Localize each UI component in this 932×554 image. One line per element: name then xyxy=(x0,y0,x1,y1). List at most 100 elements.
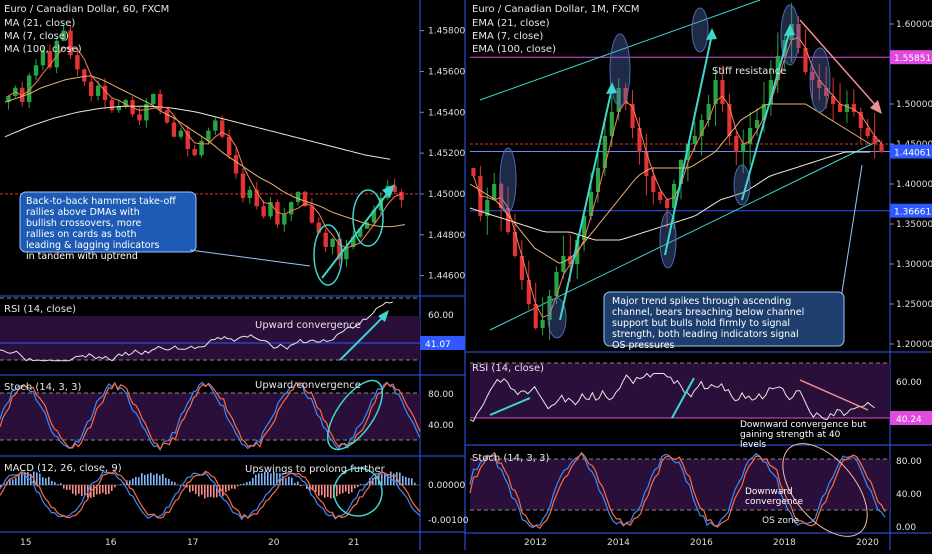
macd-histogram-bar xyxy=(234,485,236,489)
candle-body xyxy=(879,144,883,152)
macd-histogram-bar xyxy=(93,485,95,497)
candle-body xyxy=(866,128,870,136)
candle-body xyxy=(220,120,224,136)
macd-histogram-bar xyxy=(324,485,326,498)
macd-histogram-bar xyxy=(345,485,347,491)
macd-histogram-bar xyxy=(288,477,290,485)
price-tick-label: 1.50000 xyxy=(896,100,932,110)
x-tick-label: 2018 xyxy=(773,538,796,548)
macd-histogram-bar xyxy=(39,474,41,485)
macd-histogram-bar xyxy=(240,484,242,485)
macd-histogram-bar xyxy=(42,477,44,485)
macd-histogram-bar xyxy=(168,479,170,485)
rsi-value-text: 40.24 xyxy=(896,415,922,425)
candle-body xyxy=(651,176,655,192)
chart-title: Euro / Canadian Dollar, 1M, FXCM xyxy=(472,4,640,15)
macd-note: Upswings to prolong further xyxy=(245,464,386,475)
rsi-value-text: 41.07 xyxy=(425,340,451,350)
candle-body xyxy=(172,122,176,136)
price-tick-label: 1.30000 xyxy=(896,260,932,270)
candle-body xyxy=(75,55,79,69)
macd-histogram-bar xyxy=(336,485,338,496)
candle-body xyxy=(199,141,203,155)
macd-histogram-bar xyxy=(99,485,101,494)
candle-body xyxy=(561,256,565,272)
candle-body xyxy=(665,200,669,208)
macd-histogram-bar xyxy=(294,483,296,485)
macd-histogram-bar xyxy=(354,485,356,488)
candle-body xyxy=(707,104,711,120)
ma-legend: MA (100, close) xyxy=(4,44,82,55)
macd-histogram-bar xyxy=(351,485,353,492)
candle-body xyxy=(110,100,114,110)
macd-histogram-bar xyxy=(330,485,332,498)
price-tick-label: 1.60000 xyxy=(896,20,932,30)
macd-histogram-bar xyxy=(357,485,359,487)
candle-body xyxy=(323,233,327,247)
stoch-label: Stoch (14, 3, 3) xyxy=(472,453,549,464)
x-tick-label: 16 xyxy=(105,538,117,548)
annotation-line: support but bulls hold firmly to signal xyxy=(612,318,790,329)
price-tick-label: 1.45400 xyxy=(428,108,465,118)
macd-histogram-bar xyxy=(192,485,194,491)
x-tick-label: 21 xyxy=(348,538,359,548)
macd-histogram-bar xyxy=(258,473,260,485)
macd-histogram-bar xyxy=(120,484,122,485)
price-tick-label: 1.20000 xyxy=(896,340,932,350)
macd-histogram-bar xyxy=(213,485,215,498)
annotation-line: gaining strength at 40 xyxy=(740,430,841,440)
candle-body xyxy=(165,110,169,122)
stoch-label: Stoch (14, 3, 3) xyxy=(4,382,81,393)
annotation-line: Back-to-back hammers take-off xyxy=(26,196,176,207)
macd-histogram-bar xyxy=(15,478,17,485)
macd-histogram-bar xyxy=(225,485,227,492)
macd-histogram-bar xyxy=(69,485,71,490)
macd-histogram-bar xyxy=(108,485,110,494)
macd-histogram-bar xyxy=(78,485,80,494)
macd-histogram-bar xyxy=(102,485,104,493)
macd-histogram-bar xyxy=(228,485,230,491)
annotation-line: Downward convergence but xyxy=(740,420,867,430)
macd-histogram-bar xyxy=(189,485,191,492)
candle-body xyxy=(838,104,842,112)
macd-histogram-bar xyxy=(51,481,53,485)
macd-histogram-bar xyxy=(153,475,155,485)
macd-histogram-bar xyxy=(111,485,113,491)
candle-body xyxy=(471,168,475,176)
stoch-band xyxy=(0,393,420,440)
macd-histogram-bar xyxy=(198,485,200,496)
macd-histogram-bar xyxy=(381,474,383,485)
macd-histogram-bar xyxy=(318,485,320,496)
macd-histogram-bar xyxy=(315,485,317,492)
os-note: OS zone xyxy=(762,516,800,526)
candle-body xyxy=(186,131,190,149)
price-tick-label: 1.45000 xyxy=(428,190,465,200)
candle-body xyxy=(248,190,252,198)
candle-body xyxy=(282,214,286,224)
candle-body xyxy=(241,174,245,198)
price-tick-label: 1.45200 xyxy=(428,149,465,159)
resistance-tag-text: 1.55851 xyxy=(894,54,931,64)
annotation-line: leading & lagging indicators xyxy=(26,240,160,251)
price-tick-label: 1.45800 xyxy=(428,27,465,37)
annotation-line: bullish crossovers, more xyxy=(26,218,142,229)
macd-histogram-bar xyxy=(402,476,404,485)
candle-body xyxy=(96,86,100,96)
annotation-line: OS pressures xyxy=(612,340,675,351)
macd-histogram-bar xyxy=(141,473,143,485)
macd-label: MACD (12, 26, close, 9) xyxy=(4,463,122,474)
macd-histogram-bar xyxy=(243,484,245,485)
price-tick-label: 1.44800 xyxy=(428,231,465,241)
macd-histogram-bar xyxy=(300,485,302,486)
x-tick-label: 2016 xyxy=(690,538,713,548)
candle-body xyxy=(227,137,231,155)
x-tick-label: 20 xyxy=(268,538,280,548)
candle-body xyxy=(734,136,738,152)
candle-body xyxy=(693,136,697,144)
x-tick-label: 2014 xyxy=(607,538,630,548)
candle-body xyxy=(34,65,38,75)
macd-histogram-bar xyxy=(48,477,50,485)
macd-histogram-bar xyxy=(156,474,158,485)
price-tick-label: 1.35000 xyxy=(896,220,932,230)
price-tick-label: 1.44600 xyxy=(428,272,465,282)
